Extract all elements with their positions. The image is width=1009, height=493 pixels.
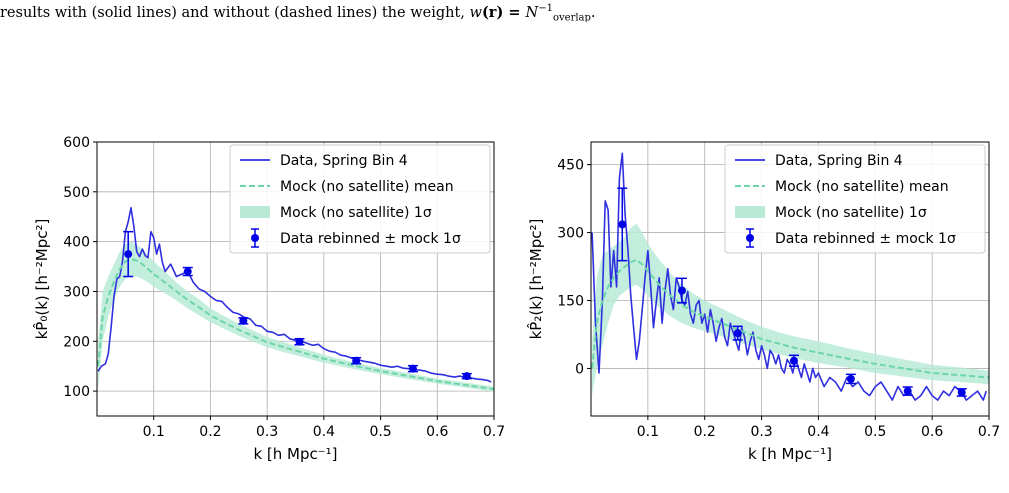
x-tick-label: 0.1 bbox=[637, 424, 659, 440]
caption-w-symbol: w bbox=[469, 4, 482, 21]
caption-r-symbol: (r) = bbox=[481, 3, 526, 21]
x-tick-label: 0.7 bbox=[483, 424, 505, 440]
y-tick-label: 400 bbox=[63, 235, 90, 251]
y-tick-label: 0 bbox=[575, 361, 584, 377]
data-point bbox=[788, 354, 799, 367]
x-tick-label: 0.2 bbox=[694, 424, 716, 440]
caption-n-symbol: N bbox=[525, 4, 539, 21]
caption-n-sub: overlap bbox=[552, 12, 591, 22]
legend-box bbox=[229, 144, 491, 254]
data-point bbox=[294, 337, 305, 346]
data-marker bbox=[618, 220, 627, 229]
plot-area bbox=[591, 152, 989, 401]
data-point bbox=[732, 325, 743, 341]
data-point bbox=[351, 356, 362, 365]
data-marker bbox=[239, 316, 248, 325]
data-marker bbox=[295, 337, 304, 346]
legend-mock-mean-label: Mock (no satellite) mean bbox=[775, 179, 949, 195]
legend-mock-band-label: Mock (no satellite) 1σ bbox=[775, 205, 927, 221]
legend-data-line-label: Data, Spring Bin 4 bbox=[280, 153, 408, 169]
caption-text-pre: results with (solid lines) and without (… bbox=[0, 4, 470, 21]
legend-mock-mean-label: Mock (no satellite) mean bbox=[280, 179, 454, 195]
legend-mock-band-handle bbox=[240, 206, 270, 218]
y-tick-label: 500 bbox=[63, 185, 90, 201]
y-tick-label: 150 bbox=[557, 294, 584, 310]
y-tick-label: 200 bbox=[63, 334, 90, 350]
data-marker bbox=[352, 356, 361, 365]
legend-marker-handle bbox=[251, 234, 259, 242]
mock-mean-line bbox=[591, 258, 989, 379]
data-marker bbox=[677, 286, 686, 295]
data-marker bbox=[846, 374, 855, 383]
legend: Data, Spring Bin 4 Mock (no satellite) me… bbox=[229, 144, 491, 254]
mock-1sigma-band bbox=[592, 223, 989, 396]
legend-rebinned-points-label: Data rebinned ± mock 1σ bbox=[775, 231, 956, 247]
chart-panel-1: 0.1 0.2 0.3 0.4 0.5 0.6 0.7 100 200 300 400 500 600 k… bbox=[32, 135, 505, 463]
y-tick-label: 300 bbox=[557, 226, 584, 242]
mock-1sigma-band bbox=[98, 241, 494, 392]
data-point bbox=[845, 373, 856, 385]
x-tick-label: 0.5 bbox=[369, 424, 391, 440]
x-tick-label: 0.5 bbox=[864, 424, 886, 440]
legend-rebinned-points-label: Data rebinned ± mock 1σ bbox=[280, 231, 461, 247]
data-marker bbox=[183, 267, 192, 276]
data-line bbox=[591, 152, 987, 401]
legend-box bbox=[724, 144, 986, 254]
legend-data-line-label: Data, Spring Bin 4 bbox=[775, 153, 903, 169]
legend: Data, Spring Bin 4 Mock (no satellite) me… bbox=[724, 144, 986, 254]
data-point bbox=[461, 372, 472, 381]
x-axis-label: k [h Mpc⁻¹] bbox=[253, 445, 337, 463]
data-point bbox=[617, 187, 628, 262]
data-point bbox=[238, 316, 249, 325]
x-tick-label: 0.3 bbox=[750, 424, 772, 440]
legend-mock-band-handle bbox=[735, 206, 765, 218]
mock-mean-line bbox=[97, 258, 494, 391]
x-tick-label: 0.4 bbox=[807, 424, 829, 440]
x-tick-label: 0.6 bbox=[426, 424, 448, 440]
axes-frame bbox=[590, 141, 990, 417]
data-point bbox=[123, 230, 134, 278]
x-tick-label: 0.3 bbox=[256, 424, 278, 440]
y-axis-label: kP̂₀(k) [h⁻²Mpc²] bbox=[32, 219, 51, 340]
caption-text-post: . bbox=[590, 4, 596, 21]
axes-frame bbox=[96, 141, 495, 417]
x-axis-label: k [h Mpc⁻¹] bbox=[748, 445, 832, 463]
data-marker bbox=[462, 372, 471, 381]
figure-caption: results with (solid lines) and without (… bbox=[0, 0, 1009, 22]
data-marker bbox=[408, 364, 417, 373]
y-tick-label: 450 bbox=[557, 158, 584, 174]
legend-mock-band-label: Mock (no satellite) 1σ bbox=[280, 205, 432, 221]
data-point bbox=[676, 277, 687, 304]
y-tick-label: 300 bbox=[63, 284, 90, 300]
plot-area bbox=[97, 207, 494, 392]
y-axis-label: kP̂₂(k) [h⁻²Mpc²] bbox=[526, 219, 545, 340]
data-marker bbox=[733, 329, 742, 338]
data-point bbox=[902, 386, 913, 396]
chart-panel-2: 0.1 0.2 0.3 0.4 0.5 0.6 0.7 0 150 300 450 k [h Mpc⁻… bbox=[526, 141, 1000, 463]
x-tick-label: 0.6 bbox=[921, 424, 943, 440]
x-tick-label: 0.2 bbox=[199, 424, 221, 440]
x-tick-label: 0.7 bbox=[978, 424, 1000, 440]
x-tick-label: 0.1 bbox=[143, 424, 165, 440]
data-marker bbox=[957, 388, 966, 397]
data-line bbox=[97, 207, 492, 383]
data-point bbox=[407, 364, 418, 373]
data-point bbox=[182, 266, 193, 277]
data-marker bbox=[789, 356, 798, 365]
x-tick-label: 0.4 bbox=[313, 424, 335, 440]
y-tick-label: 600 bbox=[63, 135, 90, 151]
legend-marker-handle bbox=[746, 234, 754, 242]
y-tick-label: 100 bbox=[63, 384, 90, 400]
data-marker bbox=[124, 250, 133, 259]
data-point bbox=[956, 388, 967, 397]
caption-n-sup: −1 bbox=[538, 3, 553, 14]
data-marker bbox=[903, 387, 912, 396]
